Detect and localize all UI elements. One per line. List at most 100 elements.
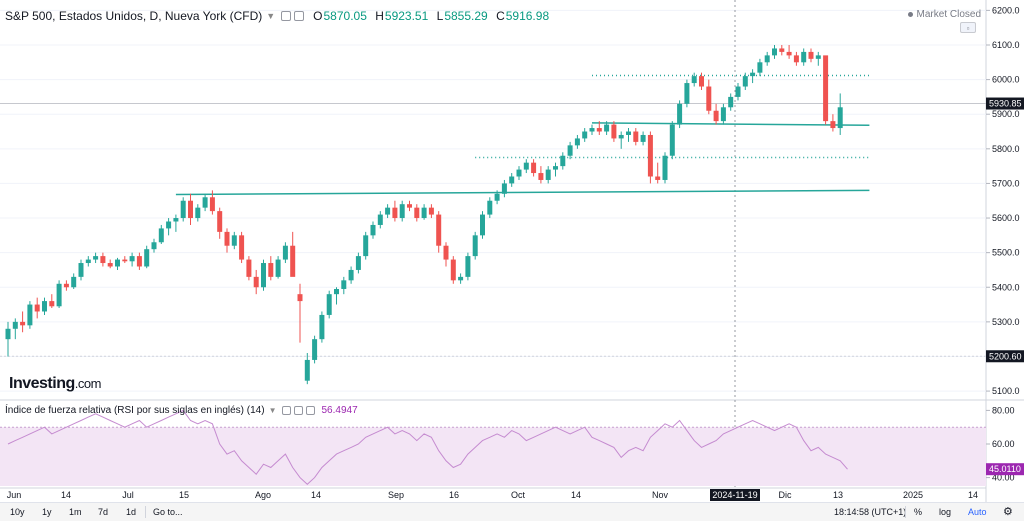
time-tick-label: 16: [449, 490, 459, 500]
goto-button[interactable]: Go to...: [153, 507, 183, 517]
range-1m[interactable]: 1m: [69, 507, 82, 517]
candle-body: [173, 218, 179, 222]
candle-body: [151, 242, 157, 250]
candle-body: [363, 235, 369, 257]
open-value: 5870.05: [323, 9, 367, 23]
range-10y[interactable]: 10y: [10, 507, 25, 517]
crosshair-date-label: 2024-11-19: [712, 490, 757, 500]
time-tick-label: 13: [833, 490, 843, 500]
candle-body: [487, 200, 493, 215]
time-axis[interactable]: Jun 14 Jul 15 Ago 14 Sep 16 Oct 14 Nov 2024-11-19 Di…: [7, 489, 978, 501]
chevron-down-icon[interactable]: ▼: [266, 11, 276, 21]
time-tick-label: 14: [311, 490, 321, 500]
time-tick-label: Sep: [388, 490, 404, 500]
price-tick-label: 5800.0: [992, 144, 1020, 154]
symbol-header: S&P 500, Estados Unidos, D, Nueva York (…: [5, 9, 554, 23]
candle-body: [589, 128, 595, 132]
percent-toggle[interactable]: %: [914, 507, 923, 517]
candle-body: [706, 86, 712, 111]
range-1d[interactable]: 1d: [126, 507, 137, 517]
candle-body: [27, 304, 33, 326]
candle-body: [772, 48, 777, 56]
rsi-value: 56.4947: [321, 405, 358, 416]
candle-body: [385, 207, 391, 215]
candle-body: [297, 294, 303, 302]
rsi-title[interactable]: Índice de fuerza relativa (RSI por sus s…: [5, 405, 265, 416]
candle-body: [268, 263, 274, 277]
candle-body: [626, 131, 631, 135]
candle-body: [239, 235, 245, 260]
trendline: [591, 122, 870, 127]
time-tick-label: Nov: [652, 490, 669, 500]
clock[interactable]: 18:14:58 (UTC+1): [834, 507, 907, 517]
candle-body: [720, 107, 726, 122]
candle-body: [786, 51, 792, 56]
auto-toggle[interactable]: Auto: [968, 507, 987, 517]
candle-body: [450, 259, 456, 281]
eye-icon[interactable]: [281, 406, 291, 415]
symbol-title[interactable]: S&P 500, Estados Unidos, D, Nueva York (…: [5, 9, 263, 23]
ohlc-values: O5870.05 H5923.51 L5855.29 C5916.98: [313, 9, 550, 23]
candle-body: [275, 259, 281, 277]
candle-body: [501, 183, 507, 194]
settings-icon[interactable]: [294, 11, 305, 21]
eye-icon[interactable]: [281, 11, 292, 21]
candle-body: [407, 204, 412, 208]
time-tick-label: Oct: [511, 490, 526, 500]
candle-body: [312, 339, 318, 360]
candle-body: [691, 76, 697, 84]
candle-body: [618, 134, 624, 139]
settings-icon[interactable]: ⚙: [1003, 506, 1013, 518]
time-tick-label: 14: [571, 490, 581, 500]
candle-body: [370, 224, 376, 236]
settings-icon[interactable]: [293, 406, 303, 415]
range-1y[interactable]: 1y: [42, 507, 52, 517]
candle-body: [582, 131, 588, 139]
candle-body: [158, 228, 164, 243]
chevron-down-icon[interactable]: ▼: [268, 406, 277, 415]
candle-body: [180, 200, 186, 219]
price-tick-label: 5500.0: [992, 248, 1020, 258]
candle-body: [304, 359, 310, 381]
candle-body: [509, 176, 515, 184]
candle-body: [290, 245, 296, 277]
collapse-icon[interactable]: ▫: [960, 22, 976, 33]
candle-body: [553, 166, 558, 170]
candle-body: [655, 176, 661, 180]
candle-body: [202, 197, 208, 208]
candle-body: [764, 55, 770, 63]
price-tag: [986, 350, 1024, 363]
candle-body: [458, 276, 464, 281]
candle-body: [209, 197, 215, 212]
close-value: 5916.98: [505, 9, 550, 23]
candle-body: [246, 259, 252, 277]
candle-body: [472, 235, 478, 257]
time-tick-label: Dic: [779, 490, 792, 500]
candle-body: [699, 76, 704, 87]
close-icon[interactable]: [305, 406, 315, 415]
range-7d[interactable]: 7d: [98, 507, 109, 517]
candle-body: [465, 256, 471, 277]
candle-body: [837, 107, 843, 129]
high-value: 5923.51: [384, 9, 429, 23]
candle-body: [78, 263, 84, 277]
rsi-value-tag: [986, 463, 1024, 476]
candle-body: [34, 304, 40, 312]
log-toggle[interactable]: log: [939, 507, 952, 517]
trendline: [175, 189, 870, 196]
rsi-value-tag-label: 45.0110: [989, 464, 1021, 474]
candle-body: [355, 256, 361, 270]
price-axis[interactable]: 5100.05200.05300.05400.05500.05600.05700…: [986, 5, 1024, 396]
candle-body: [516, 169, 522, 177]
trendlines[interactable]: [175, 74, 870, 196]
candle-body: [545, 169, 551, 180]
time-tick-label: Ago: [255, 490, 271, 500]
time-tick-label: 14: [61, 490, 71, 500]
candle-body: [253, 276, 259, 288]
candle-body: [436, 214, 442, 246]
candle-body: [757, 62, 763, 73]
time-tick-label: Jul: [122, 490, 134, 500]
time-tick-label: 15: [179, 490, 189, 500]
rsi-pane[interactable]: 40.00 60.00 80.00 45.0110: [0, 405, 1024, 486]
